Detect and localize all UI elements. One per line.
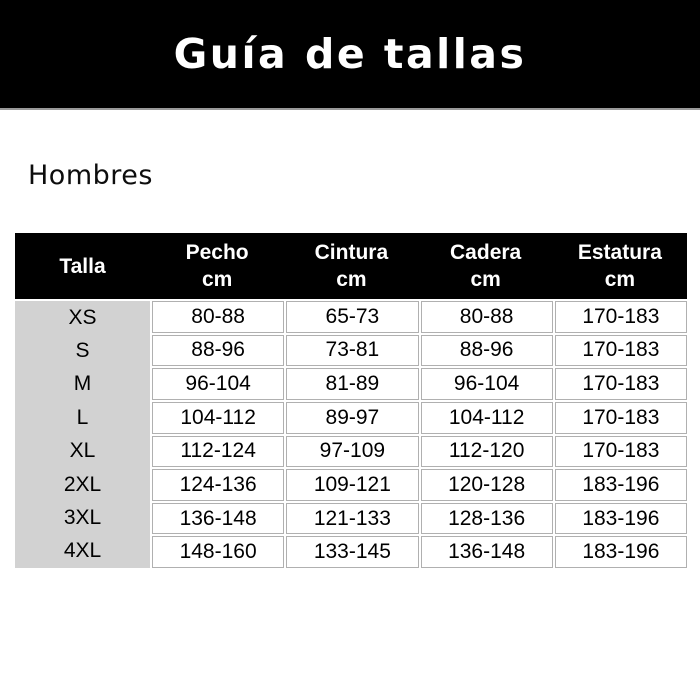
table-cell: 120-128: [420, 469, 553, 501]
size-label: M: [73, 372, 92, 396]
size-label: L: [76, 405, 89, 429]
column-header-label: Estatura: [577, 241, 662, 264]
table-cell: 121-133: [286, 502, 419, 535]
table-cell: 89-97: [286, 401, 419, 434]
table-header-row: Talla Pecho cm Cintura cm Cadera cm Esta…: [15, 233, 687, 299]
column-header-cadera: Cadera cm: [419, 233, 553, 299]
column-header-pecho: Pecho cm: [150, 233, 284, 299]
table-cell: 96-104: [152, 368, 285, 400]
table-cell: 170-183: [554, 401, 687, 434]
table-cell: 183-196: [554, 502, 687, 535]
column-header-unit: cm: [201, 268, 233, 291]
column-header-estatura: Estatura cm: [553, 233, 687, 299]
table-cell: 170-183: [554, 435, 687, 468]
table-cell: 170-183: [554, 334, 687, 367]
table-cell: 136-148: [420, 536, 553, 568]
table-cell: 136-148: [152, 502, 285, 535]
table-cell: 183-196: [554, 536, 687, 568]
table-cell: 104-112: [420, 401, 553, 434]
title-banner: Guía de tallas: [0, 0, 700, 110]
section-label-hombres: Hombres: [28, 160, 153, 191]
table-cell: 133-145: [286, 536, 419, 568]
table-cell: 80-88: [420, 301, 553, 333]
table-body: XS S M L XL 2XL 3XL 4XL 80-88 65-73 80-8…: [15, 301, 687, 568]
size-label: 2XL: [63, 472, 102, 496]
table-cell: 170-183: [554, 301, 687, 333]
column-header-label: Cadera: [450, 241, 522, 264]
table-cell: 109-121: [286, 469, 419, 501]
table-cell: 97-109: [286, 435, 419, 468]
column-header-label: Pecho: [185, 241, 249, 264]
table-cell: 96-104: [420, 368, 553, 400]
table-cell: 128-136: [420, 502, 553, 535]
table-cell: 73-81: [286, 334, 419, 367]
size-label: 4XL: [63, 539, 102, 563]
column-header-unit: cm: [604, 268, 636, 291]
column-header-cintura: Cintura cm: [284, 233, 418, 299]
size-label-column: XS S M L XL 2XL 3XL 4XL: [15, 301, 150, 568]
column-header-talla: Talla: [15, 233, 150, 299]
table-cell: 88-96: [152, 334, 285, 367]
size-label: 3XL: [63, 505, 102, 529]
page-title: Guía de tallas: [173, 30, 527, 78]
table-cell: 80-88: [152, 301, 285, 333]
table-cell: 112-124: [152, 435, 285, 468]
table-cell: 124-136: [152, 469, 285, 501]
size-guide-table: Talla Pecho cm Cintura cm Cadera cm Esta…: [15, 233, 687, 568]
column-header-label: Cintura: [314, 241, 389, 264]
table-cell: 65-73: [286, 301, 419, 333]
table-cell: 148-160: [152, 536, 285, 568]
column-header-unit: cm: [336, 268, 367, 291]
size-label: XS: [68, 305, 97, 329]
size-label: S: [75, 339, 90, 363]
table-cell: 104-112: [152, 401, 285, 434]
table-cell: 81-89: [286, 368, 419, 400]
size-label: XL: [69, 439, 96, 463]
table-cell: 112-120: [420, 435, 553, 468]
column-header-label: Talla: [59, 254, 106, 278]
measurements-grid: 80-88 65-73 80-88 170-183 88-96 73-81 88…: [152, 301, 687, 568]
column-header-unit: cm: [470, 268, 501, 291]
table-cell: 183-196: [554, 469, 687, 501]
table-cell: 170-183: [554, 368, 687, 400]
table-cell: 88-96: [420, 334, 553, 367]
